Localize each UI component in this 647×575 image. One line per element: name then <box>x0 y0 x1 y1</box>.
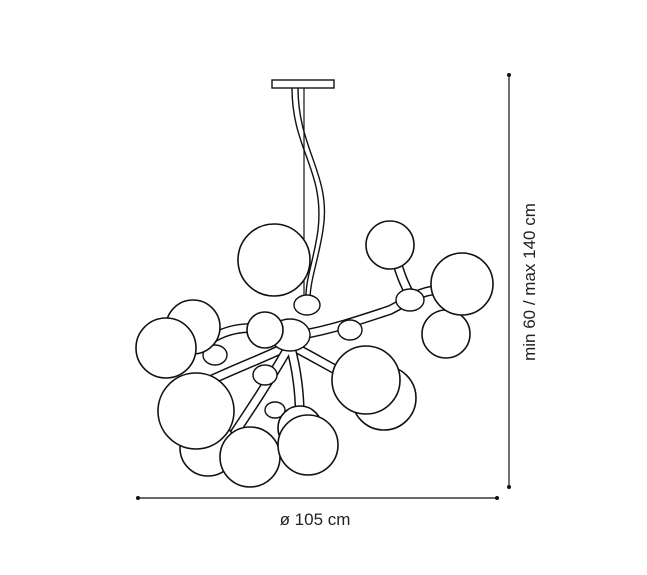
width-label: ø 105 cm <box>280 510 351 529</box>
height-label: min 60 / max 140 cm <box>520 203 539 361</box>
chandelier <box>135 79 494 488</box>
width-dimension: ø 105 cm <box>136 496 499 529</box>
height-dimension: min 60 / max 140 cm <box>507 73 539 489</box>
